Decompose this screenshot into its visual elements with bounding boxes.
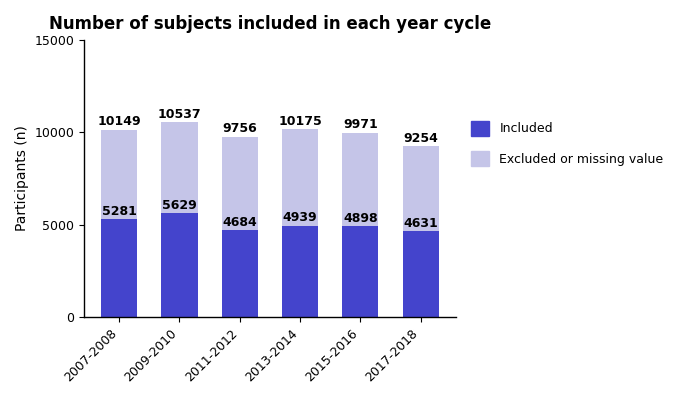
Text: 4684: 4684: [223, 216, 257, 229]
Bar: [222, 137, 258, 230]
Bar: [342, 133, 378, 227]
Legend: Included, Excluded or missing value: Included, Excluded or missing value: [466, 116, 669, 171]
Text: 9756: 9756: [223, 122, 257, 135]
Bar: [282, 226, 318, 317]
Text: 4631: 4631: [403, 217, 438, 230]
Bar: [162, 122, 197, 213]
Bar: [222, 230, 258, 317]
Text: 5629: 5629: [162, 199, 197, 211]
Text: 4898: 4898: [343, 212, 377, 225]
Y-axis label: Participants (n): Participants (n): [15, 126, 29, 231]
Text: 9254: 9254: [403, 132, 438, 144]
Bar: [162, 213, 197, 317]
Bar: [403, 231, 438, 317]
Bar: [403, 146, 438, 231]
Text: 9971: 9971: [343, 119, 377, 131]
Title: Number of subjects included in each year cycle: Number of subjects included in each year…: [49, 15, 491, 33]
Text: 10537: 10537: [158, 108, 201, 121]
Text: 5281: 5281: [101, 205, 136, 218]
Bar: [101, 130, 137, 219]
Text: 10175: 10175: [278, 115, 322, 128]
Text: 4939: 4939: [283, 211, 317, 224]
Bar: [282, 129, 318, 226]
Bar: [101, 219, 137, 317]
Text: 10149: 10149: [97, 115, 141, 128]
Bar: [342, 227, 378, 317]
